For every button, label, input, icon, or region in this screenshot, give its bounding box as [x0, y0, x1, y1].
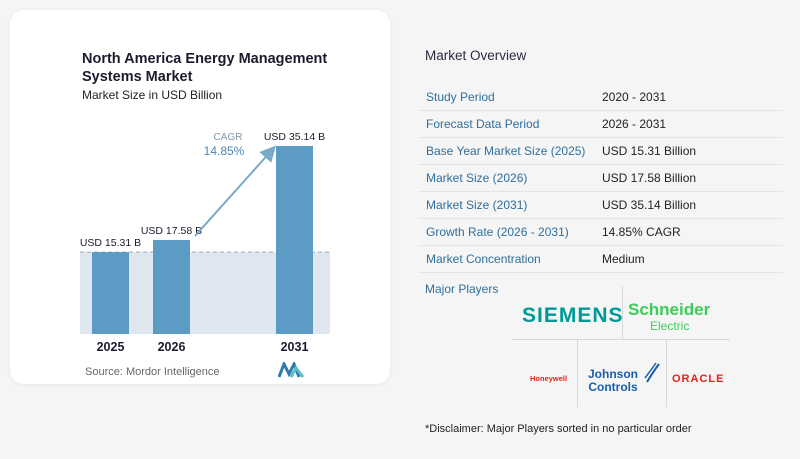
row-label: Study Period [418, 84, 594, 111]
johnson-controls-icon [644, 362, 660, 383]
bar-value-label: USD 35.14 B [264, 131, 325, 143]
overview-row: Study Period 2020 - 2031 [418, 84, 783, 111]
bar-chart: USD 15.31 B 2025 USD 17.58 B 2026 USD 35.14 … [80, 131, 330, 354]
row-label: Market Size (2031) [418, 191, 594, 219]
overview-row: Growth Rate (2026 - 2031) 14.85% CAGR [418, 218, 783, 246]
row-value: 2026 - 2031 [594, 110, 783, 138]
johnson-controls-logo: Johnson Controls [588, 368, 638, 394]
x-tick-label: 2026 [158, 340, 186, 354]
mordor-logo-icon [278, 362, 304, 378]
bar-value-label: USD 15.31 B [80, 237, 141, 249]
overview-row: Forecast Data Period 2026 - 2031 [418, 110, 783, 138]
overview-row: Market Size (2026) USD 17.58 Billion [418, 164, 783, 192]
row-value: 14.85% CAGR [594, 218, 783, 246]
bar [153, 239, 190, 334]
bar-value-label: USD 17.58 B [141, 225, 202, 237]
row-label: Market Size (2026) [418, 164, 594, 192]
row-label: Forecast Data Period [418, 110, 594, 138]
players-divider-v [622, 286, 623, 339]
x-tick-label: 2025 [97, 340, 125, 354]
overview-row: Market Size (2031) USD 35.14 Billion [418, 191, 783, 219]
bar [92, 252, 129, 334]
row-value: 2020 - 2031 [594, 84, 783, 111]
cagr-value: 14.85% [204, 144, 245, 158]
cagr-label: CAGR [214, 132, 243, 143]
schneider-wordmark: Schneider [628, 300, 711, 319]
johnson-wordmark-line2: Controls [588, 380, 638, 394]
schneider-sub-wordmark: Electric [650, 319, 690, 333]
source-note: Source: Mordor Intelligence [85, 366, 220, 378]
chart-subtitle: Market Size in USD Billion [82, 88, 223, 102]
overview-row: Market Concentration Medium [418, 245, 783, 273]
x-tick-label: 2031 [281, 340, 309, 354]
row-value: USD 35.14 Billion [594, 191, 783, 219]
overview-row: Base Year Market Size (2025) USD 15.31 Bi… [418, 137, 783, 165]
players-divider-h [512, 339, 730, 340]
honeywell-logo: Honeywell [530, 374, 568, 383]
siemens-logo: SIEMENS [522, 304, 624, 327]
players-divider-v [577, 339, 578, 407]
overview-title: Market Overview [425, 48, 527, 63]
schneider-electric-logo: Schneider Electric [628, 300, 711, 334]
cagr-arrow [194, 145, 277, 237]
row-label: Growth Rate (2026 - 2031) [418, 218, 594, 246]
row-label: Market Concentration [418, 245, 594, 273]
major-players-label: Major Players [425, 282, 499, 296]
players-divider-v [666, 339, 667, 407]
row-value: USD 15.31 Billion [594, 137, 783, 165]
row-label: Base Year Market Size (2025) [418, 137, 594, 165]
chart-title: North America Energy Management Systems … [82, 51, 328, 85]
johnson-wordmark-line1: Johnson [588, 367, 638, 381]
row-value: USD 17.58 Billion [594, 164, 783, 192]
overview-table: Study Period 2020 - 2031 Forecast Data Pe… [418, 84, 783, 273]
disclaimer: *Disclaimer: Major Players sorted in no … [425, 423, 692, 435]
oracle-logo: ORACLE [672, 373, 725, 385]
row-value: Medium [594, 245, 783, 273]
bar [276, 146, 313, 334]
